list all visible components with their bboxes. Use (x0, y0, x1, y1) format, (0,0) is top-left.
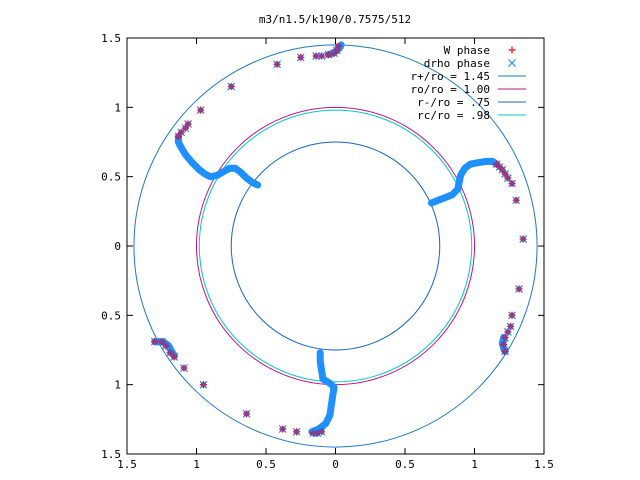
overlap-point (509, 312, 515, 318)
overlap-point (497, 164, 503, 170)
x-tick-label: 0.5 (395, 458, 415, 471)
y-tick-label: 1 (114, 101, 121, 114)
overlap-point (319, 429, 325, 435)
overlap-point (326, 52, 332, 58)
radius-circle (230, 141, 441, 351)
x-tick-label: 0.5 (256, 458, 276, 471)
overlap-point (513, 197, 519, 203)
legend-label: r-/ro = .75 (417, 96, 490, 109)
overlap-point (310, 430, 316, 436)
x-tick-label: 1 (471, 458, 478, 471)
legend-label: ro/ro = 1.00 (411, 83, 490, 96)
legend-marker (508, 46, 516, 54)
overlap-point (505, 175, 511, 181)
overlap-point (244, 411, 250, 417)
overlap-point (298, 54, 304, 60)
overlap-point (499, 167, 505, 173)
overlap-point (313, 53, 319, 59)
overlap-point (335, 43, 341, 49)
overlap-point (152, 339, 158, 345)
overlap-point (505, 329, 511, 335)
overlap-point (228, 84, 234, 90)
legend-marker (508, 59, 516, 67)
y-tick-label: 0.5 (101, 309, 121, 322)
legend-label: W phase (444, 44, 490, 57)
overlap-point (159, 339, 165, 345)
overlap-point (314, 430, 320, 436)
y-tick-label: 1 (114, 379, 121, 392)
overlap-point (501, 341, 507, 347)
overlap-point (494, 161, 500, 167)
y-tick-label: 0.5 (101, 171, 121, 184)
overlap-point (182, 125, 188, 131)
overlap-point (171, 354, 177, 360)
y-tick-label: 1.5 (101, 448, 121, 461)
radius-circle (196, 106, 475, 386)
legend-label: r+/ro = 1.45 (411, 70, 490, 83)
overlap-point (502, 348, 508, 354)
chart-title: m3/n1.5/k190/0.7575/512 (259, 13, 411, 26)
overlap-point (280, 426, 286, 432)
overlap-point (185, 121, 191, 127)
overlap-point (163, 343, 169, 349)
y-tick-label: 1.5 (101, 32, 121, 45)
overlap-point (334, 47, 340, 53)
legend-label: rc/ro = .98 (417, 109, 490, 122)
x-tick-label: 0 (332, 458, 339, 471)
legend-label: drho phase (424, 57, 490, 70)
phase-curve (174, 133, 262, 189)
overlap-point (516, 286, 522, 292)
overlap-point (175, 133, 181, 139)
overlap-point (331, 50, 337, 56)
y-tick-label: 0 (114, 240, 121, 253)
overlap-point (502, 335, 508, 341)
overlap-point (520, 236, 526, 242)
overlap-point (178, 129, 184, 135)
radius-circle (198, 109, 473, 383)
overlap-point (200, 382, 206, 388)
radius-circle (133, 44, 538, 448)
overlap-point (508, 323, 514, 329)
overlap-point (319, 53, 325, 59)
overlap-point (198, 107, 204, 113)
phase-curve (427, 157, 501, 207)
overlap-point (502, 171, 508, 177)
x-tick-label: 1 (193, 458, 200, 471)
overlap-point (167, 350, 173, 356)
x-tick-label: 1.5 (117, 458, 137, 471)
overlap-point (274, 61, 280, 67)
phase-curve (308, 349, 338, 436)
x-tick-label: 1.5 (534, 458, 554, 471)
overlap-point (509, 181, 515, 187)
overlap-point (294, 429, 300, 435)
overlap-point (181, 365, 187, 371)
